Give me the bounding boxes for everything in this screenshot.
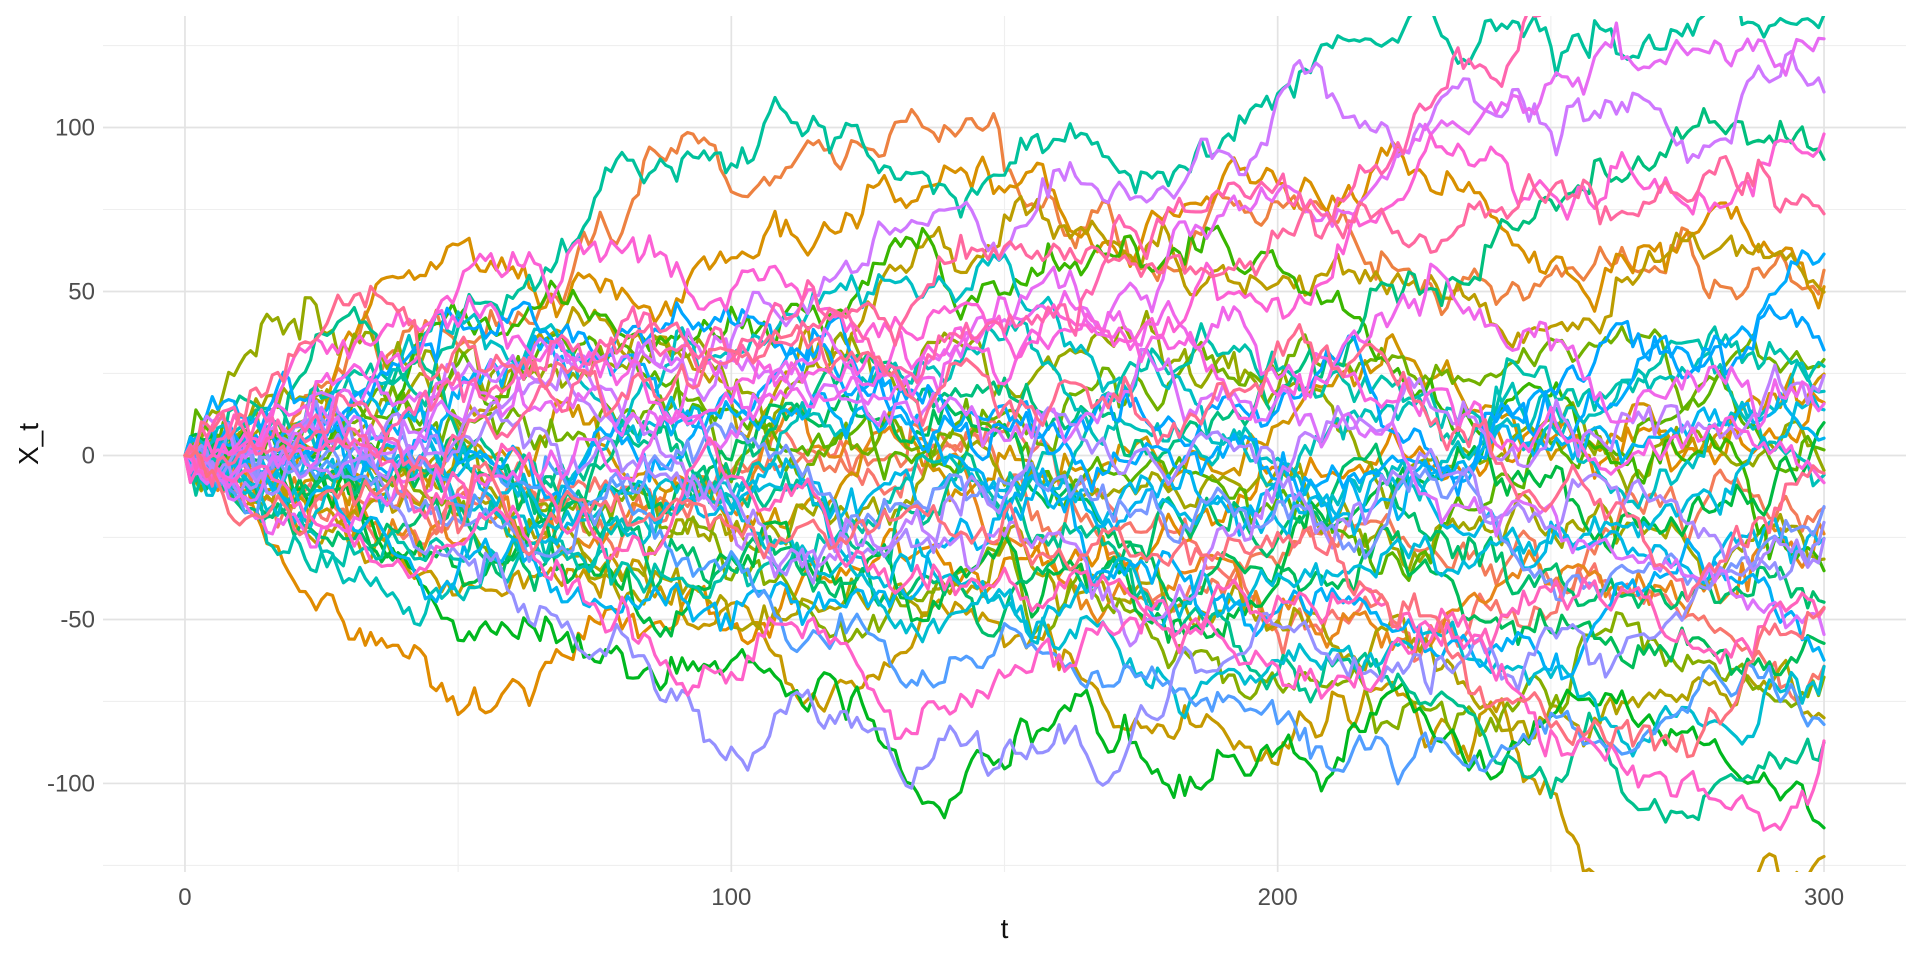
walk-line [183,262,1826,549]
y-tick-label: 100 [55,115,95,142]
walk-line [183,300,1826,497]
walk-line [183,399,1826,790]
walk-line [183,16,1542,459]
walk-line [183,408,1826,738]
walk-line [183,21,1826,480]
y-axis-title: X_t [13,423,44,465]
walk-line [183,374,1826,585]
walk-line [183,140,1826,503]
y-tick-label: 0 [82,442,95,469]
walk-line [183,295,1826,485]
walk-line [183,408,1826,665]
y-tick-label: -50 [60,606,95,633]
walk-lines [183,16,1826,872]
x-tick-label: 300 [1804,884,1844,911]
walk-line [183,406,1826,585]
walk-line [183,155,1826,488]
axis-labels: 0 100 200 300 100 50 0 -50 -100 t X_t [13,115,1844,944]
walk-line [183,434,1826,786]
walk-line [183,449,1826,759]
walk-line [183,284,1826,603]
walk-line [183,325,1826,491]
walk-line [183,395,1826,641]
walk-line [183,195,1826,545]
walk-line [183,453,1826,832]
walk-line [183,391,1826,717]
walk-line [183,442,1826,758]
y-tick-label: -100 [47,770,95,797]
x-tick-label: 200 [1258,884,1298,911]
walk-line [183,421,1826,602]
y-tick-label: 50 [68,278,95,305]
x-tick-label: 0 [178,884,191,911]
x-tick-label: 100 [711,884,751,911]
walk-line [183,391,1826,632]
x-axis-title: t [1001,913,1009,944]
